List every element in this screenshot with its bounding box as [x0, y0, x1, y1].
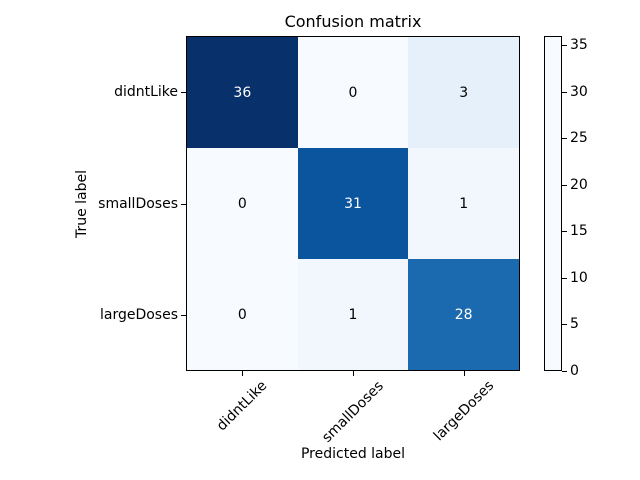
colorbar-tick-label: 30 [570, 83, 588, 100]
colorbar-tickmark [562, 277, 567, 279]
colorbar-tickmark [562, 184, 567, 186]
colorbar-tickmark [562, 231, 567, 233]
colorbar-tickmark [562, 91, 567, 93]
y-tickmark [181, 203, 186, 205]
x-tickmark [241, 371, 243, 376]
cell-value: 1 [459, 195, 469, 212]
matrix-cell: 0 [187, 148, 298, 259]
x-tick-label: smallDoses [319, 378, 387, 446]
matrix-cell: 31 [297, 148, 409, 259]
colorbar-tickmark [562, 324, 567, 326]
y-axis-label: True label [74, 169, 90, 238]
colorbar-tick-label: 20 [570, 176, 588, 193]
colorbar-tick-label: 35 [570, 37, 588, 54]
colorbar-tickmark [562, 138, 567, 140]
matrix-cell: 28 [408, 259, 519, 370]
chart-title: Confusion matrix [284, 12, 422, 31]
cell-value: 31 [344, 195, 362, 212]
x-axis-label: Predicted label [300, 446, 406, 462]
colorbar-tickmark [562, 45, 567, 47]
y-tickmark [181, 315, 186, 317]
colorbar-tick-label: 10 [570, 269, 588, 286]
x-tick-label: didntLike [213, 378, 270, 435]
matrix-cell: 0 [187, 259, 298, 370]
heatmap-axes: 36 0 3 0 31 1 0 1 28 [186, 36, 520, 371]
matrix-cell: 0 [297, 37, 409, 148]
matrix-cell: 36 [187, 37, 298, 148]
colorbar-tick-label: 25 [570, 130, 588, 147]
cell-value: 28 [454, 306, 473, 323]
colorbar [544, 36, 562, 371]
matrix-cell: 1 [408, 148, 519, 259]
cell-value: 3 [459, 84, 469, 101]
y-tick-label: smallDoses [98, 195, 178, 212]
colorbar-tick-label: 0 [570, 363, 579, 379]
y-tick-label: didntLike [114, 83, 178, 100]
cell-value: 1 [348, 306, 358, 323]
matrix-cell: 3 [408, 37, 519, 148]
x-tickmark [353, 371, 354, 376]
x-tick-label: largeDoses [431, 377, 498, 445]
cell-value: 0 [237, 306, 247, 323]
colorbar-tick-label: 15 [570, 223, 588, 240]
y-tick-label: largeDoses [99, 307, 178, 324]
x-tickmark [464, 371, 466, 376]
matrix-cell: 1 [297, 259, 409, 370]
cell-value: 0 [237, 195, 247, 212]
y-tickmark [181, 91, 186, 93]
colorbar-tick-label: 5 [570, 316, 579, 333]
colorbar-tickmark [562, 371, 567, 372]
cell-value: 36 [233, 84, 252, 101]
cell-value: 0 [348, 84, 358, 101]
